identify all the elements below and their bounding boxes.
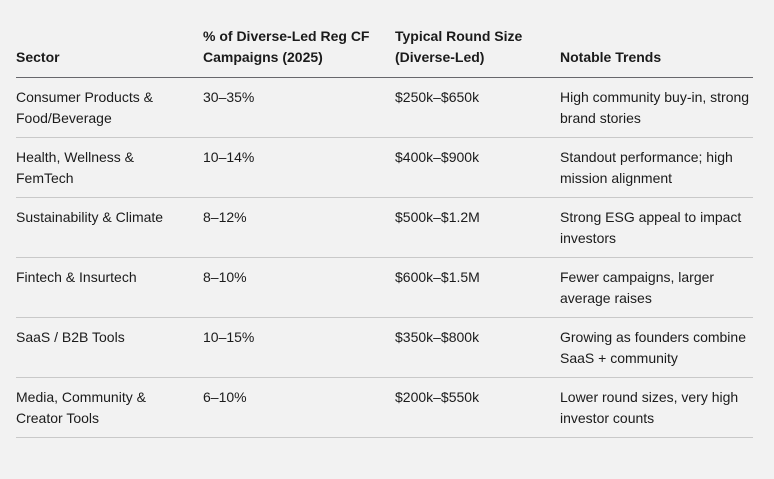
- cell-notable-trends: Strong ESG appeal to impact investors: [560, 197, 753, 258]
- table-header-row: Sector % of Diverse-Led Reg CF Campaigns…: [16, 26, 753, 78]
- cell-round-size: $500k–$1.2M: [395, 197, 560, 258]
- table-row: Media, Community & Creator Tools 6–10% $…: [16, 377, 753, 438]
- cell-sector: Media, Community & Creator Tools: [16, 377, 203, 438]
- sector-crowdfunding-table: Sector % of Diverse-Led Reg CF Campaigns…: [16, 26, 753, 438]
- cell-round-size: $350k–$800k: [395, 317, 560, 378]
- table-row: Fintech & Insurtech 8–10% $600k–$1.5M Fe…: [16, 257, 753, 318]
- col-header-pct-diverse-led-campaigns: % of Diverse-Led Reg CF Campaigns (2025): [203, 26, 395, 78]
- cell-notable-trends: Lower round sizes, very high investor co…: [560, 377, 753, 438]
- cell-sector: Health, Wellness & FemTech: [16, 137, 203, 198]
- table-row: Health, Wellness & FemTech 10–14% $400k–…: [16, 137, 753, 198]
- col-header-sector: Sector: [16, 26, 203, 78]
- col-header-typical-round-size: Typical Round Size (Diverse-Led): [395, 26, 560, 78]
- cell-notable-trends: Fewer campaigns, larger average raises: [560, 257, 753, 318]
- cell-round-size: $600k–$1.5M: [395, 257, 560, 318]
- cell-campaign-pct: 10–15%: [203, 317, 395, 378]
- cell-notable-trends: Growing as founders combine SaaS + commu…: [560, 317, 753, 378]
- cell-sector: SaaS / B2B Tools: [16, 317, 203, 378]
- table-row: Sustainability & Climate 8–12% $500k–$1.…: [16, 197, 753, 258]
- cell-sector: Sustainability & Climate: [16, 197, 203, 258]
- cell-notable-trends: High community buy-in, strong brand stor…: [560, 77, 753, 138]
- table-row: Consumer Products & Food/Beverage 30–35%…: [16, 77, 753, 138]
- cell-campaign-pct: 8–12%: [203, 197, 395, 258]
- cell-round-size: $250k–$650k: [395, 77, 560, 138]
- cell-sector: Fintech & Insurtech: [16, 257, 203, 318]
- page: { "colors": { "background": "#f2f2f2", "…: [0, 26, 774, 479]
- cell-round-size: $400k–$900k: [395, 137, 560, 198]
- table-row: SaaS / B2B Tools 10–15% $350k–$800k Grow…: [16, 317, 753, 378]
- cell-campaign-pct: 10–14%: [203, 137, 395, 198]
- cell-campaign-pct: 6–10%: [203, 377, 395, 438]
- cell-notable-trends: Standout performance; high mission align…: [560, 137, 753, 198]
- cell-sector: Consumer Products & Food/Beverage: [16, 77, 203, 138]
- cell-campaign-pct: 30–35%: [203, 77, 395, 138]
- col-header-notable-trends: Notable Trends: [560, 26, 753, 78]
- cell-round-size: $200k–$550k: [395, 377, 560, 438]
- cell-campaign-pct: 8–10%: [203, 257, 395, 318]
